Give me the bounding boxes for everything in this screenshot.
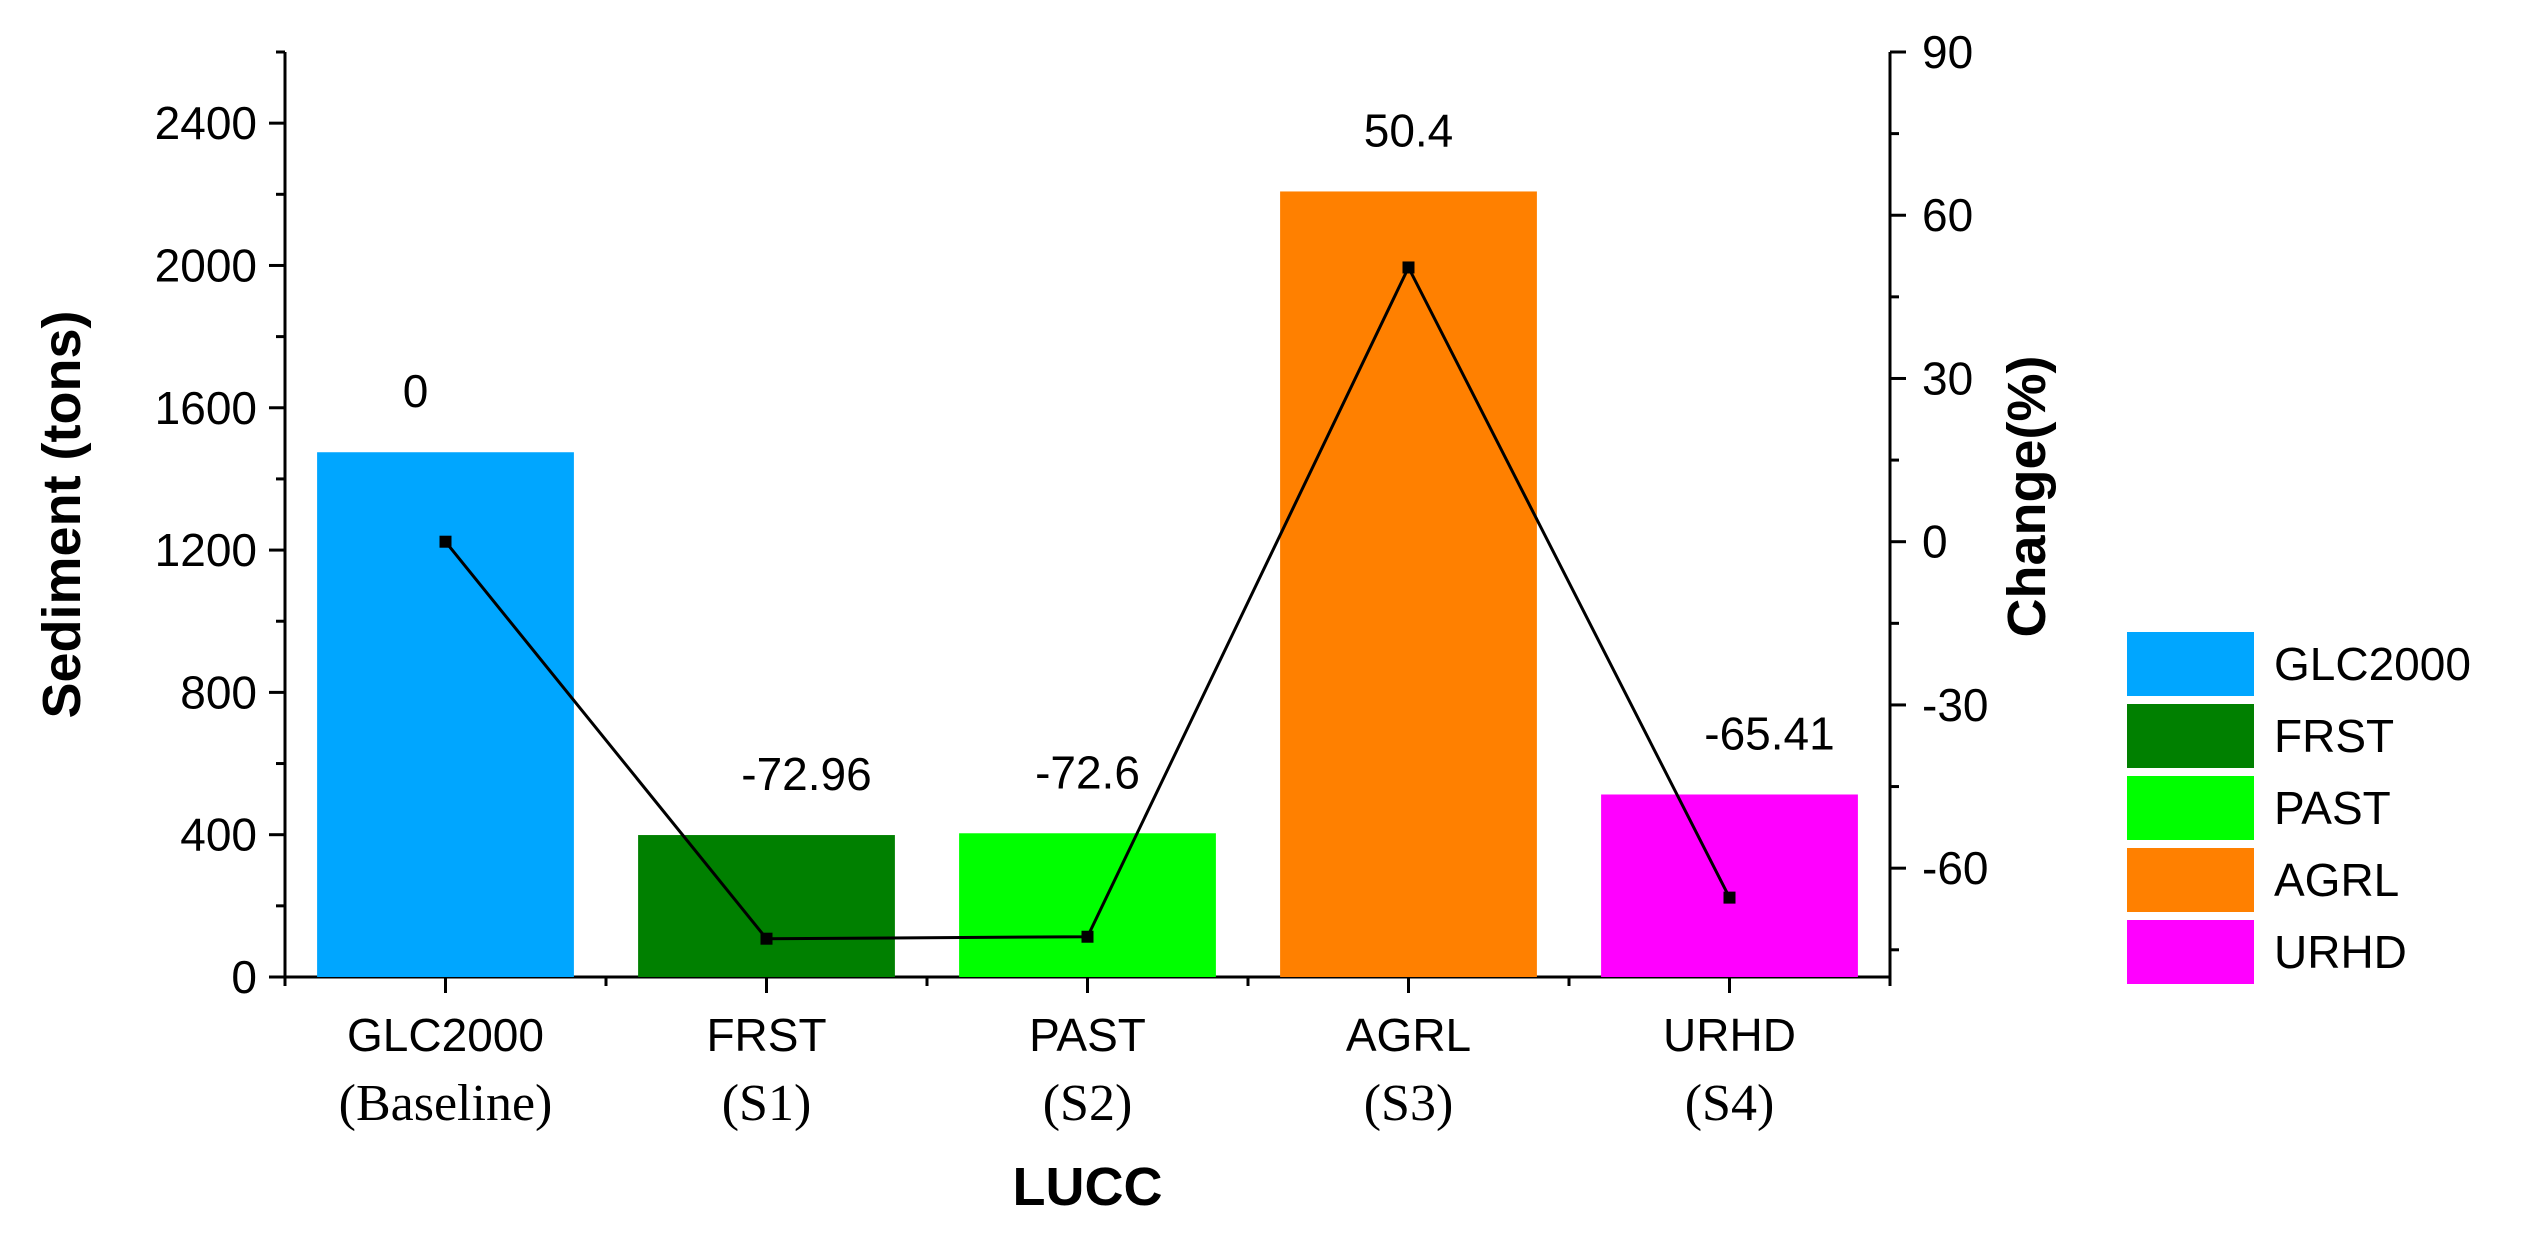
change-point xyxy=(1402,261,1415,274)
y2-tick-label: 90 xyxy=(1922,26,1973,78)
x-tick-label: FRST xyxy=(706,1009,826,1061)
legend-label: AGRL xyxy=(2274,854,2399,906)
bar-urhd xyxy=(1601,794,1858,977)
legend-label: PAST xyxy=(2274,782,2391,834)
x-tick-sublabel: (S3) xyxy=(1364,1075,1454,1132)
x-tick-label: URHD xyxy=(1663,1009,1796,1061)
bar-frst xyxy=(638,835,895,977)
x-tick-sublabel: (S1) xyxy=(722,1075,812,1132)
change-line-series xyxy=(439,261,1736,945)
y2-axis-title: Change(%) xyxy=(1997,356,2057,638)
legend-swatch-past xyxy=(2127,776,2254,840)
y-tick-label: 1600 xyxy=(155,382,257,434)
y2-tick-label: 30 xyxy=(1922,352,1973,404)
data-label: -65.41 xyxy=(1704,707,1834,759)
bar-past xyxy=(959,833,1216,977)
y-axis-title: Sediment (tons) xyxy=(32,310,92,718)
change-point xyxy=(1081,930,1094,943)
data-label: -72.96 xyxy=(741,748,871,800)
y-tick-label: 2400 xyxy=(155,97,257,149)
change-point xyxy=(760,932,773,945)
y2-tick-label: -60 xyxy=(1922,842,1988,894)
legend-label: URHD xyxy=(2274,926,2407,978)
legend-swatch-agrl xyxy=(2127,848,2254,912)
legend: GLC2000 FRST PAST AGRL URHD xyxy=(2127,632,2471,984)
y-tick-label: 0 xyxy=(231,951,257,1003)
data-labels: 0 -72.96 -72.6 50.4 -65.41 xyxy=(403,104,1835,800)
bar-agrl xyxy=(1280,191,1537,977)
y-tick-label: 2000 xyxy=(155,239,257,291)
legend-swatch-frst xyxy=(2127,704,2254,768)
axes: 0 400 800 1200 1600 2000 2400 -60 -30 0 30 60 90 GLC2… xyxy=(155,26,1989,1132)
data-label: 0 xyxy=(403,365,429,417)
y-tick-label: 1200 xyxy=(155,524,257,576)
x-axis-title: LUCC xyxy=(1013,1157,1163,1217)
y2-tick-label: 0 xyxy=(1922,516,1948,568)
legend-label: FRST xyxy=(2274,710,2394,762)
y-tick-label: 800 xyxy=(180,666,257,718)
x-tick-sublabel: (S4) xyxy=(1685,1075,1775,1132)
bar-glc2000 xyxy=(317,452,574,978)
y-tick-label: 400 xyxy=(180,809,257,861)
legend-label: GLC2000 xyxy=(2274,638,2471,690)
change-point xyxy=(439,535,452,548)
y2-tick-label: -30 xyxy=(1922,679,1988,731)
x-tick-sublabel: (Baseline) xyxy=(339,1075,553,1132)
legend-swatch-glc2000 xyxy=(2127,632,2254,696)
x-tick-sublabel: (S2) xyxy=(1043,1075,1133,1132)
legend-swatch-urhd xyxy=(2127,920,2254,984)
bars xyxy=(317,191,1858,978)
x-tick-label: GLC2000 xyxy=(347,1009,544,1061)
y2-tick-label: 60 xyxy=(1922,189,1973,241)
x-tick-label: PAST xyxy=(1029,1009,1146,1061)
x-tick-label: AGRL xyxy=(1346,1009,1471,1061)
change-point xyxy=(1723,891,1736,904)
data-label: 50.4 xyxy=(1364,104,1454,156)
data-label: -72.6 xyxy=(1035,746,1140,798)
